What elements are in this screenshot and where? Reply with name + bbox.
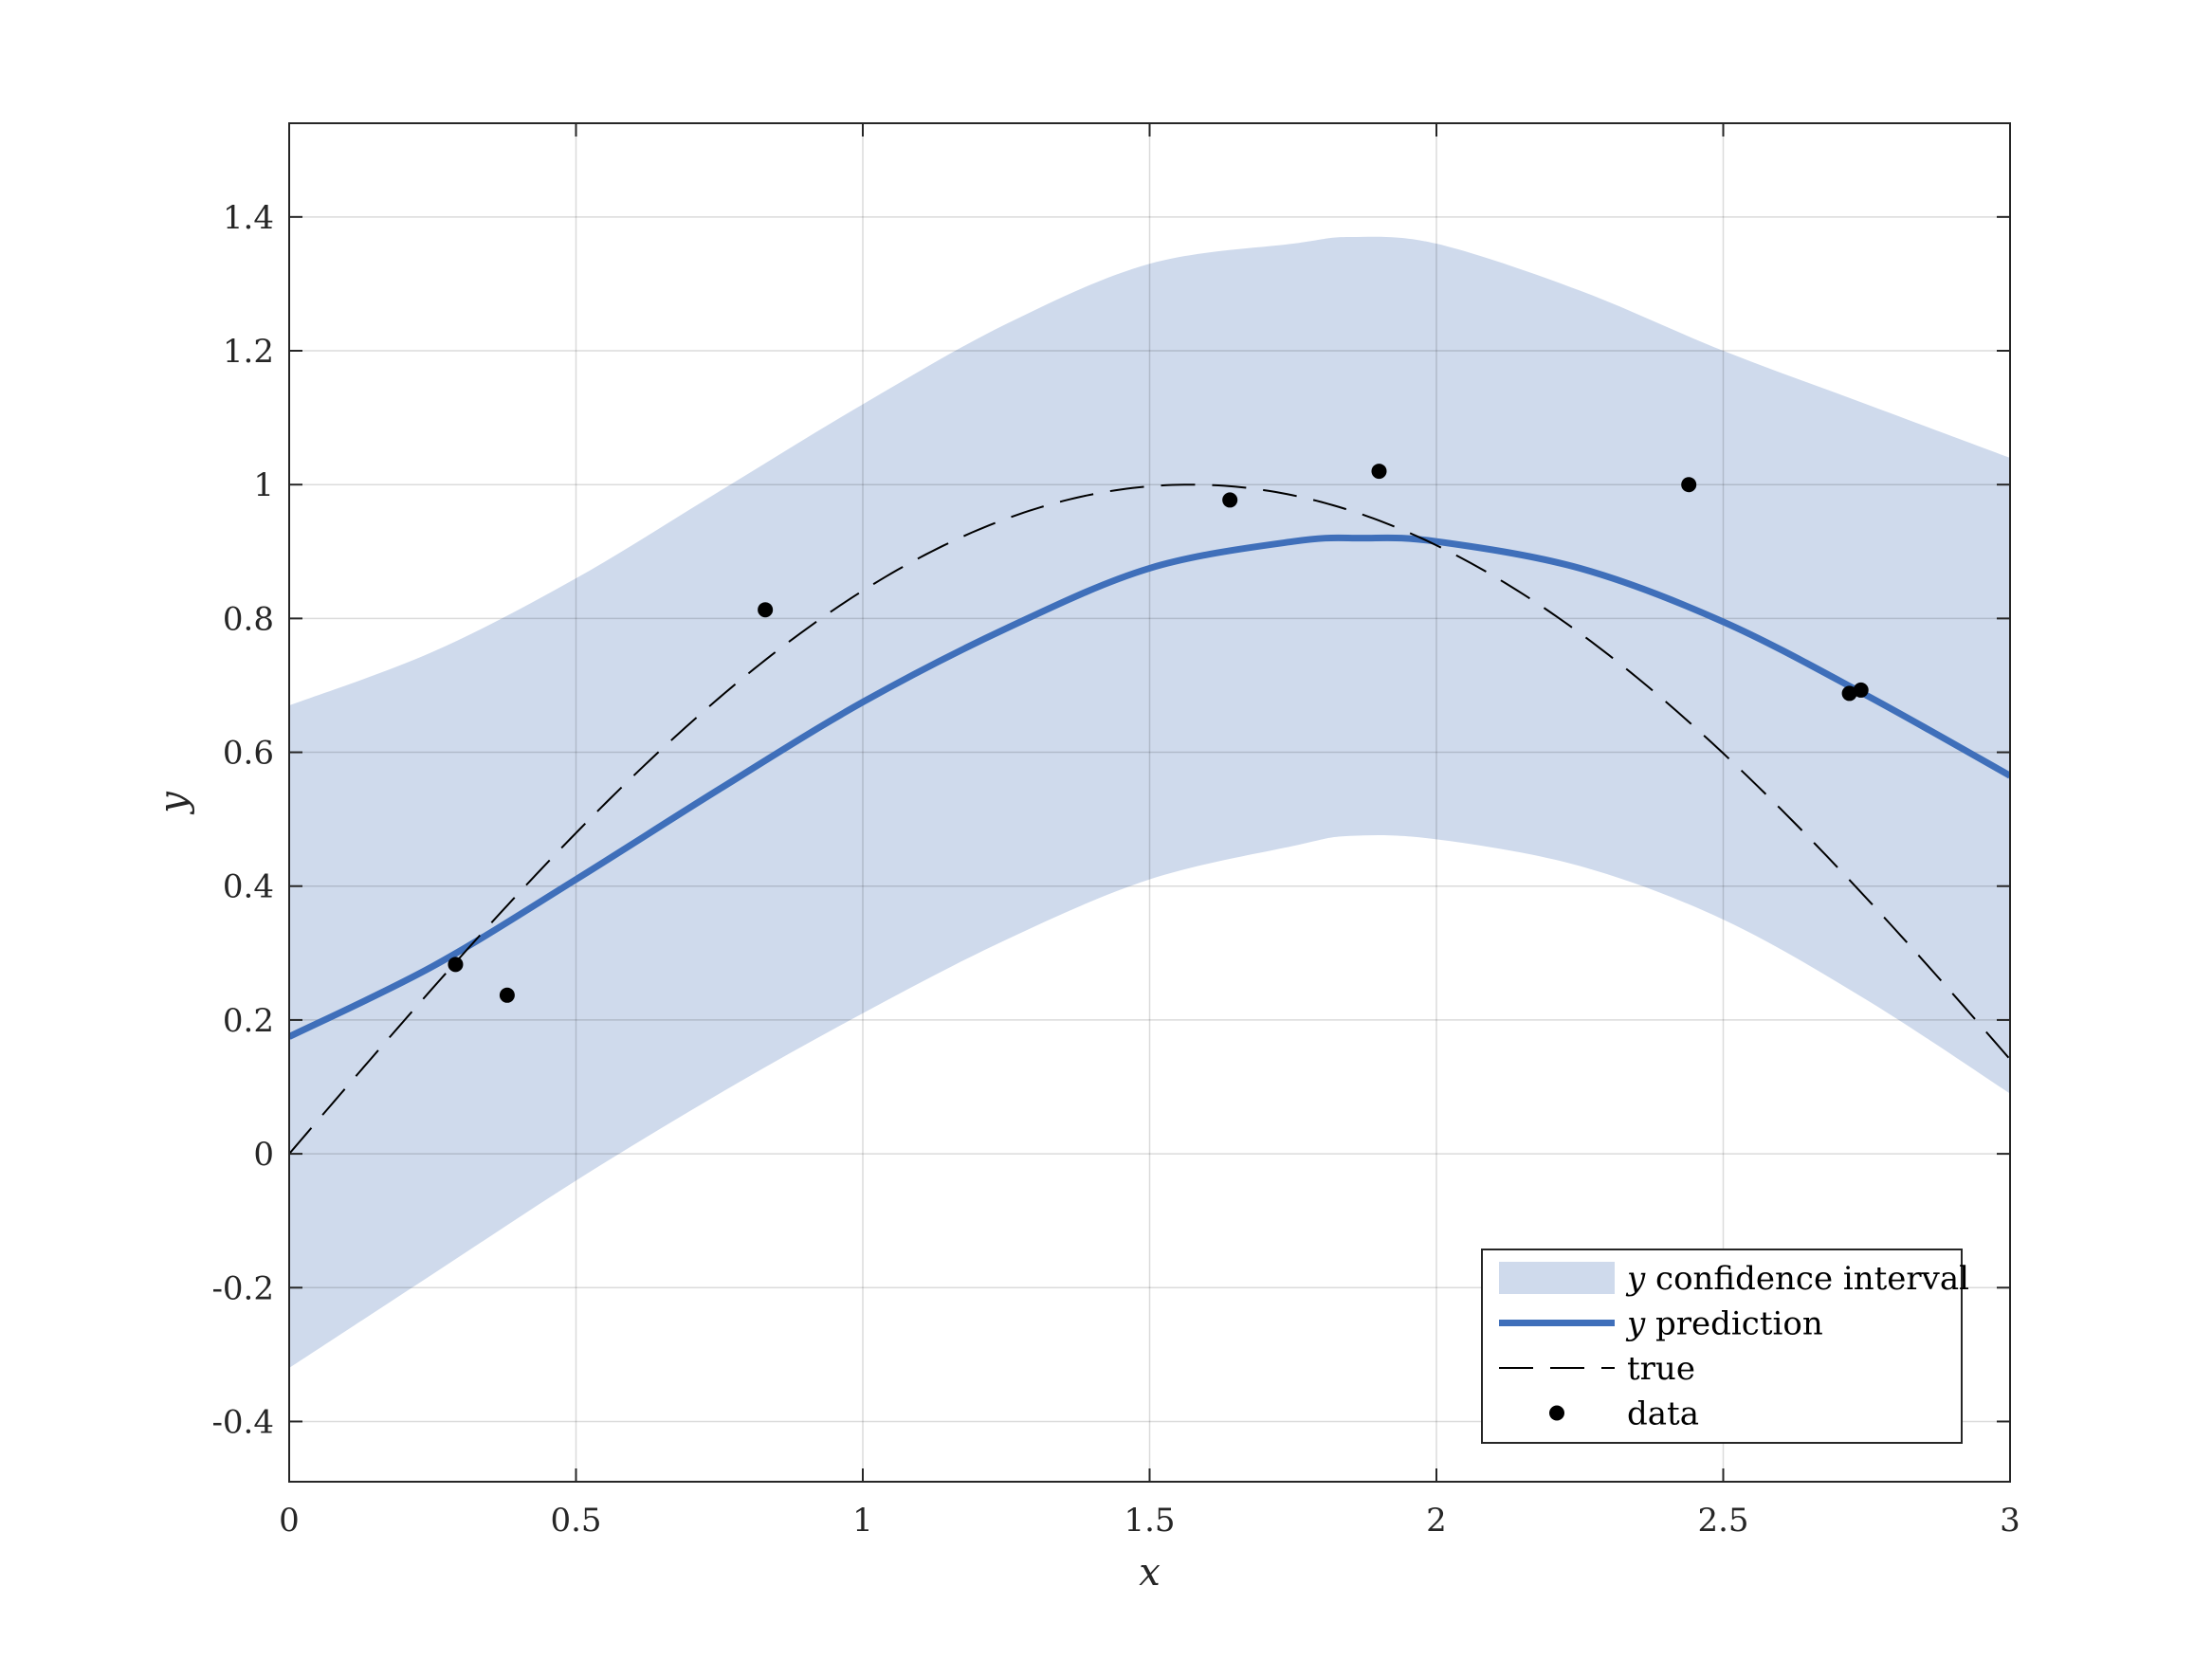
legend-swatch-band <box>1499 1262 1615 1294</box>
data-point <box>1222 492 1238 508</box>
legend-label-prediction: y prediction <box>1625 1305 1823 1343</box>
axes: 0 0.5 1 1.5 2 2.5 3 -0.4 -0.2 0 0.2 0.4 0.6 0.8 1 1.2 1.… <box>211 122 2020 1540</box>
data-point <box>448 957 464 973</box>
y-axis-label: y <box>152 791 195 815</box>
y-tick-label: 0.8 <box>223 600 274 638</box>
x-tick-label: 1.5 <box>1124 1502 1175 1540</box>
y-tick-label: 0.6 <box>223 735 274 773</box>
y-tick-label: 0.2 <box>223 1002 274 1040</box>
legend: y confidence interval y prediction true dat… <box>1481 1249 1969 1444</box>
legend-label-data: data <box>1627 1395 1699 1433</box>
x-tick-label: 2 <box>1426 1502 1447 1540</box>
data-points <box>448 464 1869 1003</box>
data-point <box>1681 477 1697 493</box>
y-tick-label: 1.2 <box>223 333 274 371</box>
y-tick-label: -0.2 <box>211 1269 274 1307</box>
data-point <box>1841 685 1857 702</box>
y-tick-label: 0 <box>253 1136 274 1174</box>
x-tick-label: 2.5 <box>1697 1502 1748 1540</box>
y-tick-label: -0.4 <box>211 1403 274 1441</box>
y-tick-label: 1 <box>253 466 274 504</box>
confidence-band <box>289 236 2010 1368</box>
legend-label-true: true <box>1627 1350 1695 1388</box>
y-tick-label: 1.4 <box>223 199 274 237</box>
data-point <box>1371 464 1387 480</box>
legend-swatch-data <box>1549 1405 1564 1421</box>
y-tick-label: 0.4 <box>223 868 274 906</box>
x-tick-label: 1 <box>852 1502 873 1540</box>
x-tick-label: 0.5 <box>550 1502 601 1540</box>
data-point <box>499 987 515 1003</box>
data-point <box>758 602 774 618</box>
x-tick-label: 0 <box>279 1502 300 1540</box>
true-line <box>289 483 2010 1155</box>
x-tick-label: 3 <box>2000 1502 2020 1540</box>
data-point <box>1853 682 1869 698</box>
legend-label-band: y confidence interval <box>1625 1260 1969 1298</box>
x-axis-label: x <box>1139 1551 1161 1595</box>
prediction-line <box>289 534 2010 1040</box>
